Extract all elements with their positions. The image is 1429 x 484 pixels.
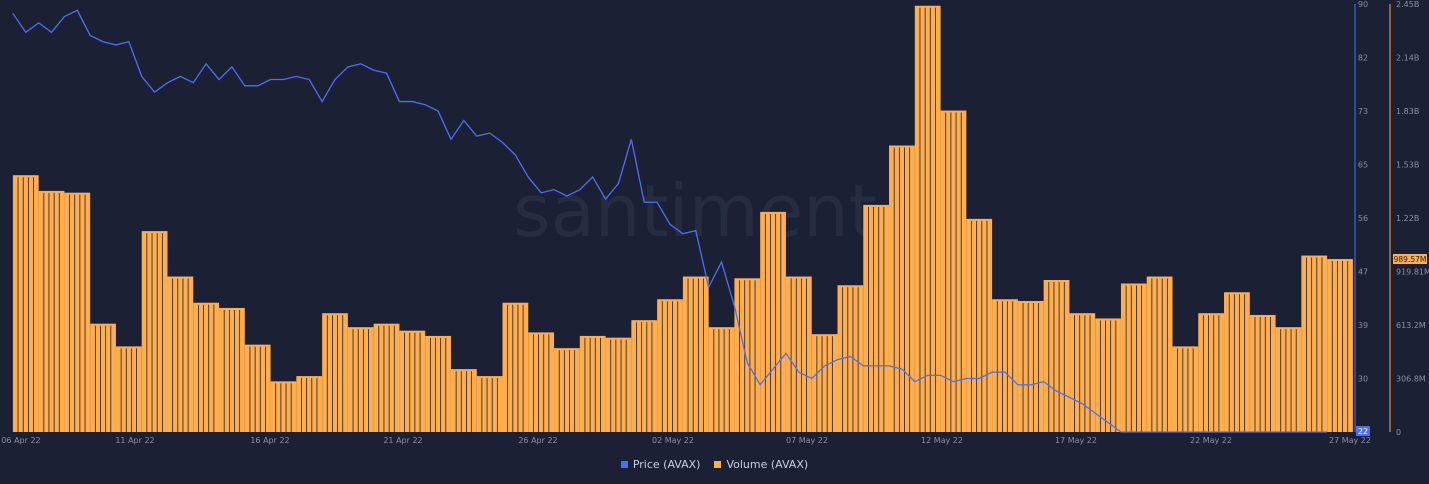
volume-bar [1172,346,1199,432]
volume-bar [1224,292,1250,432]
volume-bar [322,313,348,432]
x-tick-label: 07 May 22 [786,436,828,445]
price-tick-label: 73 [1358,107,1368,116]
legend-item-price[interactable]: Price (AVAX) [620,458,701,471]
volume-bar [347,327,374,432]
volume-bar [270,381,297,432]
volume-bar [631,320,658,432]
volume-bar [1120,283,1147,432]
volume-bar [579,335,606,432]
x-tick-label: 21 Apr 22 [383,436,422,445]
x-tick-label: 26 Apr 22 [518,436,557,445]
volume-bar [914,5,941,432]
volume-tick-label: 919.81M [1396,268,1429,277]
price-tick-label: 82 [1358,54,1368,63]
price-line [12,9,1328,433]
volume-bar [1043,280,1070,432]
volume-bar [1249,314,1276,432]
volume-bar [141,231,168,432]
volume-axis-ticks: 0 306.8M 613.2M 919.81M 1.22B 1.53B 1.83B 2.14B… [1396,0,1429,437]
volume-bar [760,211,786,432]
legend-label-price: Price (AVAX) [632,458,701,471]
volume-bar [12,175,39,432]
volume-bar [1327,259,1353,432]
volume-swatch-icon [714,461,722,468]
volume-bar [296,376,323,432]
volume-bar [244,344,271,432]
price-axis-ticks: 30 39 47 56 65 73 82 90 [1358,0,1368,384]
legend-label-volume: Volume (AVAX) [726,458,809,471]
volume-bar [502,302,529,432]
price-tick-label: 65 [1358,161,1368,170]
volume-bar [966,218,993,432]
legend: Price (AVAX) Volume (AVAX) [0,458,1429,471]
price-tick-label: 39 [1358,321,1368,330]
volume-bar [115,346,142,432]
volume-tick-label: 2.14B [1396,54,1419,63]
volume-bar [90,323,116,432]
price-tick-label: 30 [1358,375,1368,384]
volume-tick-label: 1.83B [1396,107,1419,116]
legend-item-volume[interactable]: Volume (AVAX) [714,458,808,471]
volume-tick-label: 306.8M [1396,375,1426,384]
volume-bar [811,334,838,432]
volume-bar [1198,313,1225,432]
volume-bar [863,204,890,432]
volume-bar [1095,318,1121,432]
volume-bar [425,335,451,432]
volume-bar [64,192,91,432]
volume-bar [785,276,812,432]
volume-bar [373,323,400,432]
volume-bar [708,327,735,432]
price-current-label: 22 [1358,427,1368,436]
volume-tick-label: 613.2M [1396,321,1426,330]
volume-bar [193,302,220,432]
volume-bar [682,276,709,432]
volume-bar [657,299,683,432]
x-tick-label: 11 Apr 22 [115,436,154,445]
x-tick-label: 06 Apr 22 [1,436,40,445]
volume-current-label: 989.57M [1394,255,1427,264]
volume-bar [992,299,1018,432]
volume-tick-label: 1.53B [1396,161,1419,170]
volume-bar [1275,327,1302,432]
volume-bar [38,190,65,432]
volume-tick-label: 2.45B [1396,0,1419,9]
volume-bar [399,330,426,432]
x-tick-label: 27 May 22 [1329,436,1371,445]
price-tick-label: 47 [1358,268,1368,277]
watermark: santiment [513,169,877,253]
volume-tick-label: 1.22B [1396,214,1419,223]
price-tick-label: 56 [1358,214,1368,223]
volume-bar [167,276,194,432]
volume-tick-label: 0 [1396,428,1401,437]
volume-bar [889,145,915,432]
x-axis-ticks: 06 Apr 22 11 Apr 22 16 Apr 22 21 Apr 22 26 A… [1,436,1371,445]
price-swatch-icon [620,461,628,468]
price-tick-label: 90 [1358,0,1368,9]
price-current-marker: 22 [1356,426,1370,436]
x-tick-label: 16 Apr 22 [250,436,289,445]
volume-bar [476,376,503,432]
volume-bar [219,307,245,432]
volume-bars [12,5,1353,432]
volume-bar [1146,276,1173,432]
volume-bar [554,348,580,432]
price-line-layer [12,9,1328,433]
volume-bar [940,110,967,432]
volume-bar [1301,255,1328,432]
x-tick-label: 17 May 22 [1055,436,1097,445]
volume-bar [528,332,555,432]
x-tick-label: 02 May 22 [652,436,694,445]
volume-bar [734,278,761,432]
volume-bar [605,337,632,432]
x-tick-label: 22 May 22 [1190,436,1232,445]
x-tick-label: 12 May 22 [921,436,963,445]
volume-bar [450,369,477,432]
volume-current-marker: 989.57M [1393,254,1427,264]
volume-bar [1069,313,1096,432]
volume-bar [1017,300,1044,432]
